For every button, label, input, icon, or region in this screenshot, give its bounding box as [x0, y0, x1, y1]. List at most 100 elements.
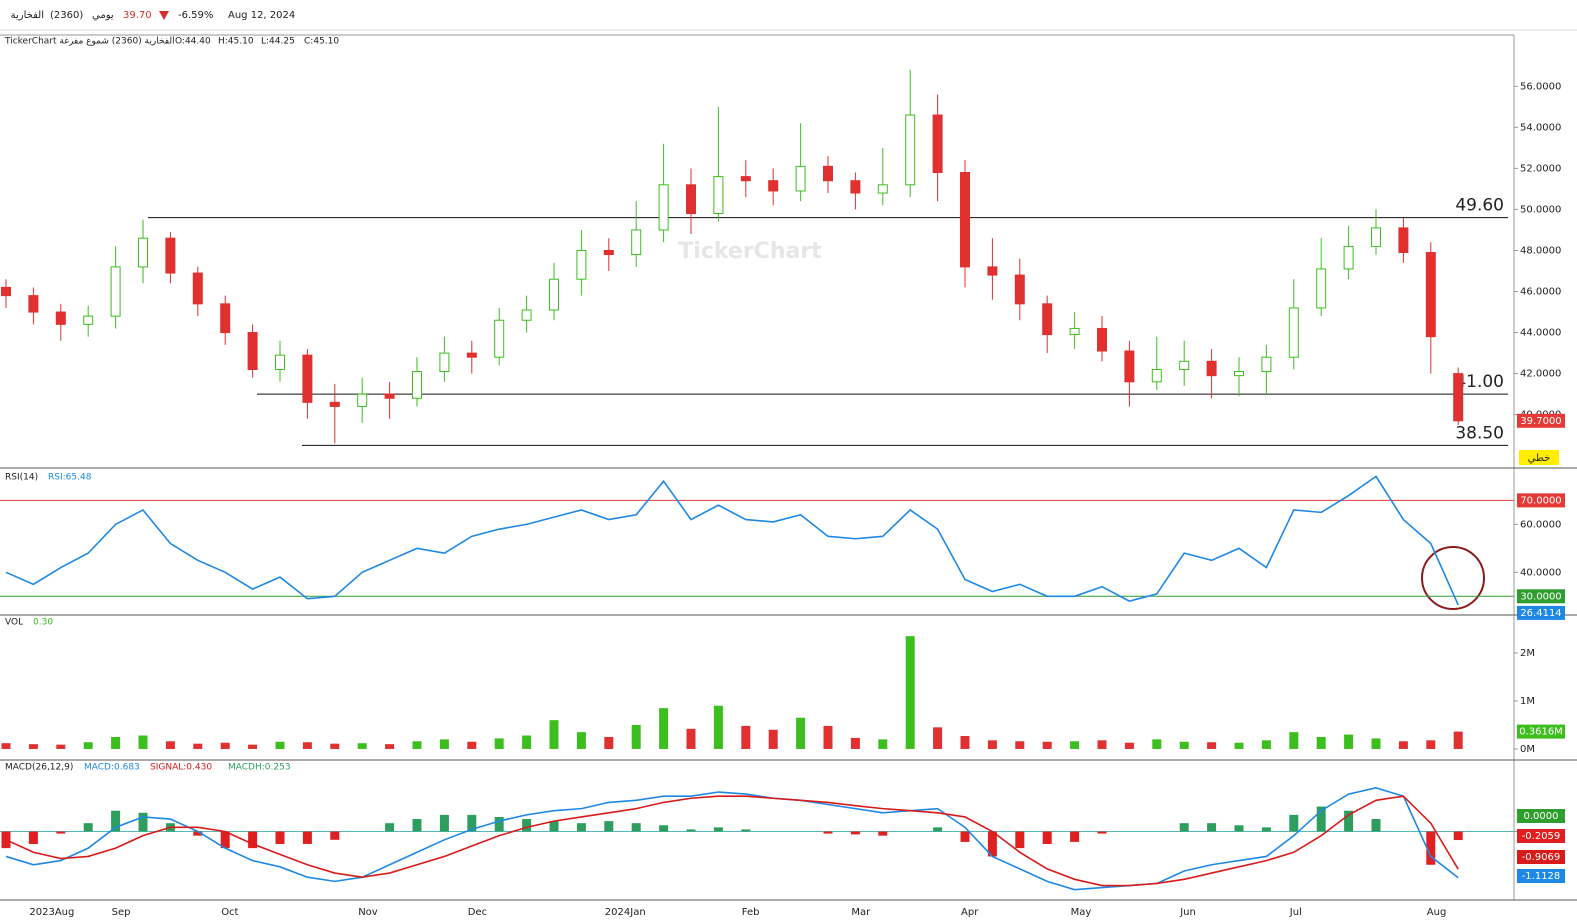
histogram-bar — [1015, 831, 1025, 849]
histogram-bar — [220, 831, 230, 849]
change: -6.59% — [178, 10, 213, 21]
signal-current: -0.9069 — [1522, 852, 1561, 863]
period: يومي — [92, 10, 114, 21]
volume-bar — [1070, 741, 1080, 749]
histogram-bar — [1070, 831, 1080, 842]
y-tick-label: 1M — [1520, 696, 1535, 707]
histogram-bar — [686, 829, 696, 832]
y-tick-label: 44.0000 — [1520, 328, 1561, 339]
x-tick-label: 2023Aug — [29, 907, 74, 918]
legend-entry: SIGNAL:0.430 — [150, 763, 212, 773]
histogram-bar — [412, 819, 422, 832]
candle-body — [1124, 350, 1135, 383]
level-label-box — [1517, 493, 1565, 508]
histogram-bar — [850, 831, 860, 835]
legend-entry: MACDH:0.253 — [228, 763, 291, 773]
candle-body — [1014, 274, 1025, 305]
y-tick-label: 0M — [1520, 744, 1535, 755]
volume-bar — [439, 739, 449, 749]
histogram-bar — [1426, 831, 1436, 865]
candle-body — [247, 332, 258, 370]
volume-bar — [604, 736, 614, 749]
y-tick-label: 40.0000 — [1520, 567, 1561, 578]
stock-code: (2360) — [50, 10, 83, 21]
candle-body — [1, 286, 11, 297]
panel-title: RSI(14) — [5, 473, 38, 483]
candle-body — [713, 176, 724, 215]
y-tick-label: 2M — [1520, 648, 1535, 659]
histogram-bar — [385, 823, 395, 832]
y-tick-label: 48.0000 — [1520, 245, 1561, 256]
volume-bar — [467, 741, 477, 749]
volume-bar — [741, 725, 751, 749]
histogram-bar — [960, 831, 970, 842]
candle-body — [83, 315, 94, 325]
ohlc-label: O:44.40 — [175, 37, 211, 47]
volume-bar — [960, 735, 970, 749]
candle-body — [1151, 368, 1162, 383]
ohlc-label: L:44.25 — [261, 37, 295, 47]
candle-body — [603, 249, 614, 256]
histogram-bar — [1179, 823, 1189, 832]
volume-bar — [686, 728, 696, 749]
volume-bar — [302, 742, 312, 749]
candle-body — [1453, 373, 1464, 422]
histogram-bar — [1097, 831, 1107, 834]
histogram-bar — [494, 816, 504, 832]
volume-bar — [248, 744, 258, 749]
histogram-bar — [1453, 831, 1463, 841]
volume-bar — [1453, 731, 1463, 749]
candle-body — [275, 354, 285, 370]
level-label: 30.0000 — [1520, 591, 1561, 602]
zero-label-box — [1517, 809, 1565, 823]
volume-bar — [111, 736, 121, 749]
x-tick-label: Apr — [961, 907, 979, 918]
candle-body — [1316, 268, 1327, 309]
y-tick-label: 54.0000 — [1520, 122, 1561, 133]
candle-body — [658, 184, 669, 231]
histogram-bar — [987, 831, 997, 857]
candle-body — [960, 171, 970, 268]
histogram-bar — [56, 831, 66, 834]
volume-bar — [494, 738, 504, 749]
candle-body — [905, 114, 916, 186]
candle-body — [1042, 303, 1053, 336]
candle-body — [1179, 360, 1190, 370]
histogram-bar — [1207, 823, 1217, 832]
histogram-bar — [28, 831, 38, 844]
volume-bar — [1, 743, 11, 749]
candle-body — [165, 237, 176, 274]
histogram-bar — [576, 823, 586, 832]
volume-bar — [1179, 741, 1189, 749]
y-tick-label: 60.0000 — [1520, 519, 1561, 530]
histogram-bar — [741, 829, 751, 832]
scale-button-box — [1519, 450, 1559, 465]
histogram-bar — [549, 821, 559, 832]
level-label: 41.00 — [1455, 372, 1504, 392]
candle-body — [384, 393, 395, 399]
chart-title: TickerChart الفخارية (2360) شموع مفرغة — [4, 37, 175, 47]
x-tick-label: Jun — [1179, 907, 1196, 918]
volume-current-box — [1517, 724, 1565, 739]
level-label: 49.60 — [1455, 196, 1504, 216]
histogram-bar — [330, 831, 340, 840]
candle-body — [110, 266, 121, 317]
candle-body — [823, 165, 833, 182]
y-tick-label: 42.0000 — [1520, 369, 1561, 380]
x-tick-label: Nov — [358, 907, 378, 918]
candle-body — [1261, 356, 1272, 373]
volume-bar — [1207, 742, 1217, 749]
histogram-bar — [275, 831, 285, 844]
candle-body — [987, 266, 998, 276]
volume-bar — [1097, 740, 1107, 749]
volume-bar — [1426, 740, 1436, 749]
volume-bar — [549, 720, 559, 749]
candle-body — [686, 184, 696, 215]
rsi-current: 26.4114 — [1520, 608, 1561, 619]
volume-bar — [850, 737, 860, 749]
histogram-bar — [1289, 814, 1299, 832]
watermark: TickerChart — [678, 239, 822, 264]
